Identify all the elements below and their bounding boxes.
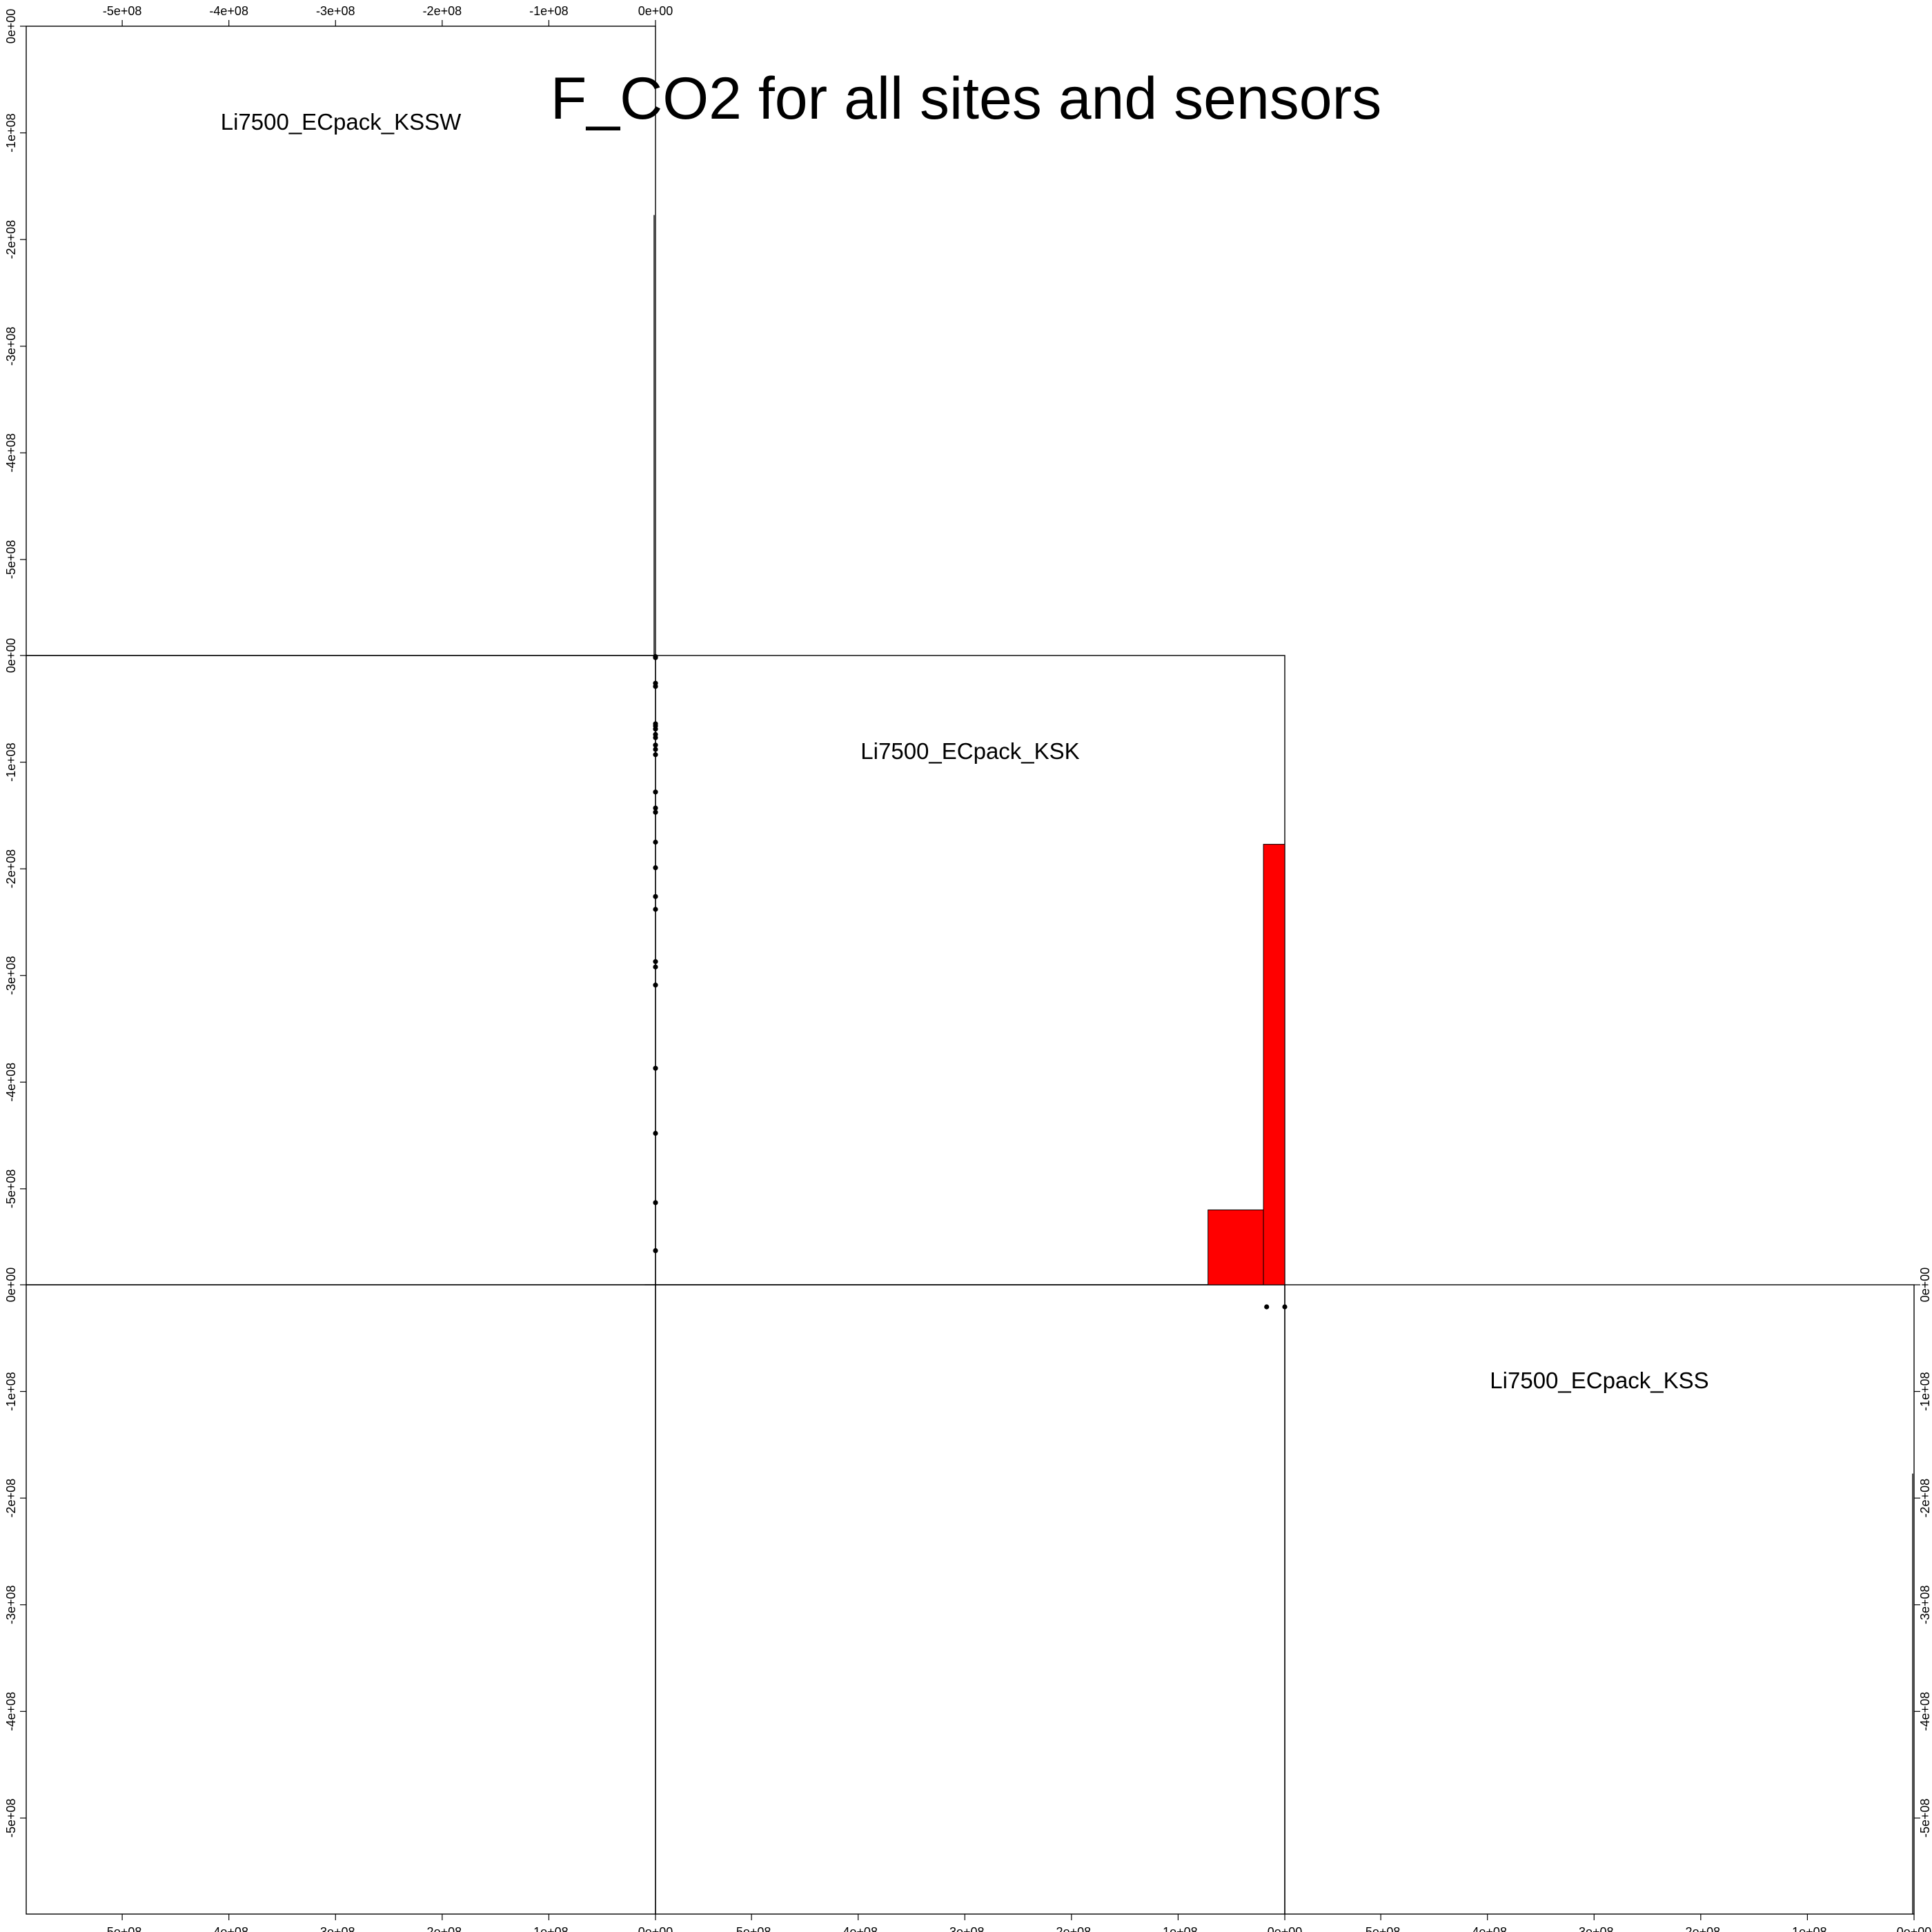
ytick-label-r1-0: -5e+08	[4, 540, 18, 580]
ytick-label-r2-2: -3e+08	[4, 956, 18, 995]
point-kss-vs-ksk-1	[1282, 1304, 1288, 1310]
xtick-label-c1-2: -3e+08	[316, 4, 355, 18]
point-ksk-vs-kssw-25	[653, 1248, 658, 1254]
hist-ksk-bin-2	[1263, 844, 1285, 1285]
point-ksk-vs-kssw-23	[653, 1130, 658, 1136]
point-ksk-vs-kssw-17	[653, 894, 658, 899]
ytick-label-r3-5: 0e+00	[1918, 1268, 1932, 1303]
point-ksk-vs-kssw-19	[653, 959, 658, 965]
point-ksk-vs-kssw-1	[653, 655, 658, 660]
ytick-label-r2-1: -4e+08	[4, 1063, 18, 1102]
xtick-label-c1-5: 0e+00	[638, 4, 673, 18]
point-ksk-vs-kssw-16	[653, 865, 658, 871]
xtick-label-c3-4: -1e+08	[1788, 1925, 1827, 1932]
xtick-label-c2-4: -1e+08	[1159, 1925, 1198, 1932]
diagonal-labels: Li7500_ECpack_KSSW Li7500_ECpack_KSK Li7…	[221, 109, 1709, 1393]
point-ksk-vs-kssw-15	[653, 839, 658, 845]
xtick-label-c3-5: 0e+00	[1897, 1925, 1932, 1932]
point-ksk-vs-kssw-10	[653, 747, 658, 752]
point-ksk-vs-kssw-20	[653, 964, 658, 969]
hist-ksk-bin-1	[1208, 1209, 1264, 1285]
ytick-label-r2-5: 0e+00	[4, 638, 18, 673]
xtick-label-c2-5: 0e+00	[1268, 1925, 1303, 1932]
point-ksk-vs-kssw-8	[653, 735, 658, 740]
xtick-label-c2-2: -3e+08	[945, 1925, 985, 1932]
ytick-label-r1-4: -1e+08	[4, 113, 18, 152]
xtick-label-c3-2: -3e+08	[1575, 1925, 1614, 1932]
point-ksk-vs-kssw-6	[653, 727, 658, 732]
point-ksk-vs-kssw-9	[653, 742, 658, 748]
point-ksk-vs-kssw-12	[653, 789, 658, 795]
point-ksk-vs-kssw-13	[653, 805, 658, 811]
diag-label-kss: Li7500_ECpack_KSS	[1490, 1368, 1708, 1393]
ytick-label-r3-4: -1e+08	[1918, 1372, 1932, 1411]
panel-r3-c2	[655, 1284, 1285, 1915]
ytick-label-r2-4: -1e+08	[4, 742, 18, 782]
xtick-label-c1-3: -2e+08	[423, 4, 462, 18]
xtick-label-c1-1: -4e+08	[209, 4, 248, 18]
xtick-label-c2-0: -5e+08	[732, 1925, 771, 1932]
ytick-label-r3-1: -4e+08	[4, 1692, 18, 1731]
point-ksk-vs-kssw-11	[653, 752, 658, 758]
xtick-label-c1-1: -4e+08	[209, 1925, 248, 1932]
ytick-label-r3-0: -5e+08	[4, 1799, 18, 1838]
point-ksk-vs-kssw-18	[653, 907, 658, 912]
ytick-label-r3-0: -5e+08	[1918, 1799, 1932, 1838]
ytick-label-r1-5: 0e+00	[4, 9, 18, 44]
ytick-label-r1-2: -3e+08	[4, 326, 18, 366]
point-ksk-vs-kssw-24	[653, 1200, 658, 1205]
ytick-label-r3-3: -2e+08	[4, 1479, 18, 1518]
xtick-label-c3-3: -2e+08	[1682, 1925, 1721, 1932]
chart-marks	[644, 215, 1913, 1914]
panel-r3-c1	[26, 1284, 656, 1915]
ytick-label-r3-3: -2e+08	[1918, 1479, 1932, 1518]
xtick-label-c1-2: -3e+08	[316, 1925, 355, 1932]
ytick-label-r2-0: -5e+08	[4, 1170, 18, 1209]
xtick-label-c3-1: -4e+08	[1468, 1925, 1507, 1932]
point-kss-vs-ksk-0	[1264, 1304, 1270, 1310]
xtick-label-c1-3: -2e+08	[423, 1925, 462, 1932]
ytick-label-r3-2: -3e+08	[4, 1585, 18, 1624]
point-ksk-vs-kssw-14	[653, 809, 658, 815]
ytick-label-r3-1: -4e+08	[1918, 1692, 1932, 1731]
xtick-label-c1-0: -5e+08	[103, 4, 142, 18]
panel-r3-c3	[1284, 1284, 1915, 1915]
diag-label-ksk: Li7500_ECpack_KSK	[860, 738, 1079, 764]
xtick-label-c2-3: -2e+08	[1052, 1925, 1092, 1932]
ytick-label-r3-2: -3e+08	[1918, 1585, 1932, 1624]
panel-frames	[26, 26, 1915, 1915]
ytick-label-r3-5: 0e+00	[4, 1268, 18, 1303]
xtick-label-c2-1: -4e+08	[838, 1925, 878, 1932]
ytick-label-r1-3: -2e+08	[4, 220, 18, 259]
panel-r2-c1	[26, 655, 656, 1285]
xtick-label-c1-5: 0e+00	[638, 1925, 673, 1932]
ytick-label-r1-1: -4e+08	[4, 433, 18, 473]
xtick-label-c3-0: -5e+08	[1361, 1925, 1401, 1932]
xtick-label-c1-4: -1e+08	[529, 1925, 569, 1932]
ytick-label-r3-4: -1e+08	[4, 1372, 18, 1411]
ytick-label-r2-3: -2e+08	[4, 849, 18, 889]
point-ksk-vs-kssw-22	[653, 1065, 658, 1071]
xtick-label-c1-0: -5e+08	[103, 1925, 142, 1932]
point-ksk-vs-kssw-3	[653, 684, 658, 689]
point-ksk-vs-kssw-21	[653, 983, 658, 988]
xtick-label-c1-4: -1e+08	[529, 4, 569, 18]
chart-title: F_CO2 for all sites and sensors	[551, 66, 1382, 132]
diag-label-kssw: Li7500_ECpack_KSSW	[221, 109, 462, 135]
axis-ticks: -5e+08 -4e+08 -3e+08 -2e+08 -1e+08 0e+00 -5e+0…	[4, 4, 1932, 1932]
